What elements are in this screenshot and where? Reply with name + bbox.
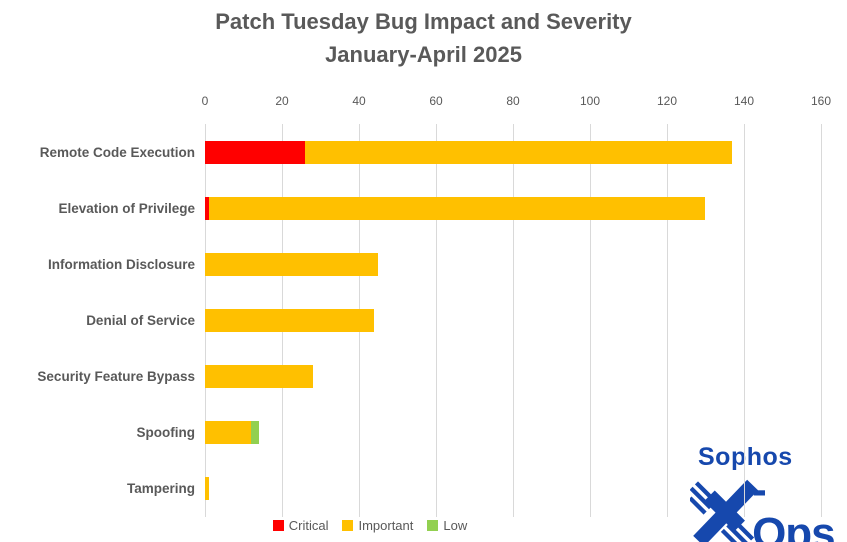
bar-segment-important: [205, 420, 252, 444]
legend-swatch-low: [427, 520, 439, 531]
category-label: Elevation of Privilege: [58, 200, 195, 216]
bar-segment-important: [205, 364, 313, 388]
bar-segment-important: [205, 252, 379, 276]
x-axis-tick-label: 60: [429, 94, 443, 108]
chart-title: Patch Tuesday Bug Impact and Severity: [215, 9, 632, 34]
legend-item: Low: [427, 518, 467, 533]
legend-item: Critical: [272, 518, 329, 533]
category-label: Information Disclosure: [47, 256, 195, 272]
category-label: Tampering: [126, 480, 195, 496]
x-axis-tick-label: 120: [656, 94, 678, 108]
x-ops-mark: -Ops: [690, 468, 847, 542]
bar-segment-critical: [205, 140, 306, 164]
category-label: Security Feature Bypass: [37, 368, 195, 384]
x-ops-text: -Ops: [752, 465, 836, 542]
legend-label: Low: [443, 518, 468, 533]
x-axis-tick-label: 0: [201, 94, 209, 108]
legend: Critical Important Low: [0, 518, 740, 533]
sophos-xops-logo: Sophos -Ops: [690, 444, 847, 542]
gridline: [666, 124, 668, 517]
x-axis-tick-label: 100: [579, 94, 601, 108]
bar-segment-important: [205, 308, 375, 332]
sophos-wordmark: Sophos: [698, 443, 793, 471]
bar-segment-important: [305, 140, 733, 164]
bar-segment-important: [205, 476, 209, 500]
legend-swatch-important: [342, 520, 354, 531]
legend-item: Important: [342, 518, 413, 533]
x-axis-tick-label: 40: [352, 94, 366, 108]
gridline: [435, 124, 437, 517]
gridline: [589, 124, 591, 517]
x-axis-tick-label: 140: [733, 94, 755, 108]
x-axis-tick-label: 80: [506, 94, 520, 108]
gridline: [512, 124, 514, 517]
category-label: Denial of Service: [86, 312, 195, 328]
bar-segment-low: [251, 420, 259, 444]
legend-label: Critical: [288, 518, 329, 533]
gridline: [820, 124, 822, 517]
legend-label: Important: [358, 518, 414, 533]
legend-swatch-critical: [272, 520, 284, 531]
bar-segment-important: [208, 196, 706, 220]
chart-subtitle: January-April 2025: [325, 42, 522, 67]
x-ops-x-icon: [690, 479, 759, 542]
x-axis-tick-label: 160: [810, 94, 832, 108]
bar-segment-critical: [205, 196, 209, 220]
gridline: [743, 124, 745, 517]
category-label: Spoofing: [136, 424, 195, 440]
x-axis-tick-label: 20: [275, 94, 289, 108]
category-label: Remote Code Execution: [39, 144, 195, 160]
